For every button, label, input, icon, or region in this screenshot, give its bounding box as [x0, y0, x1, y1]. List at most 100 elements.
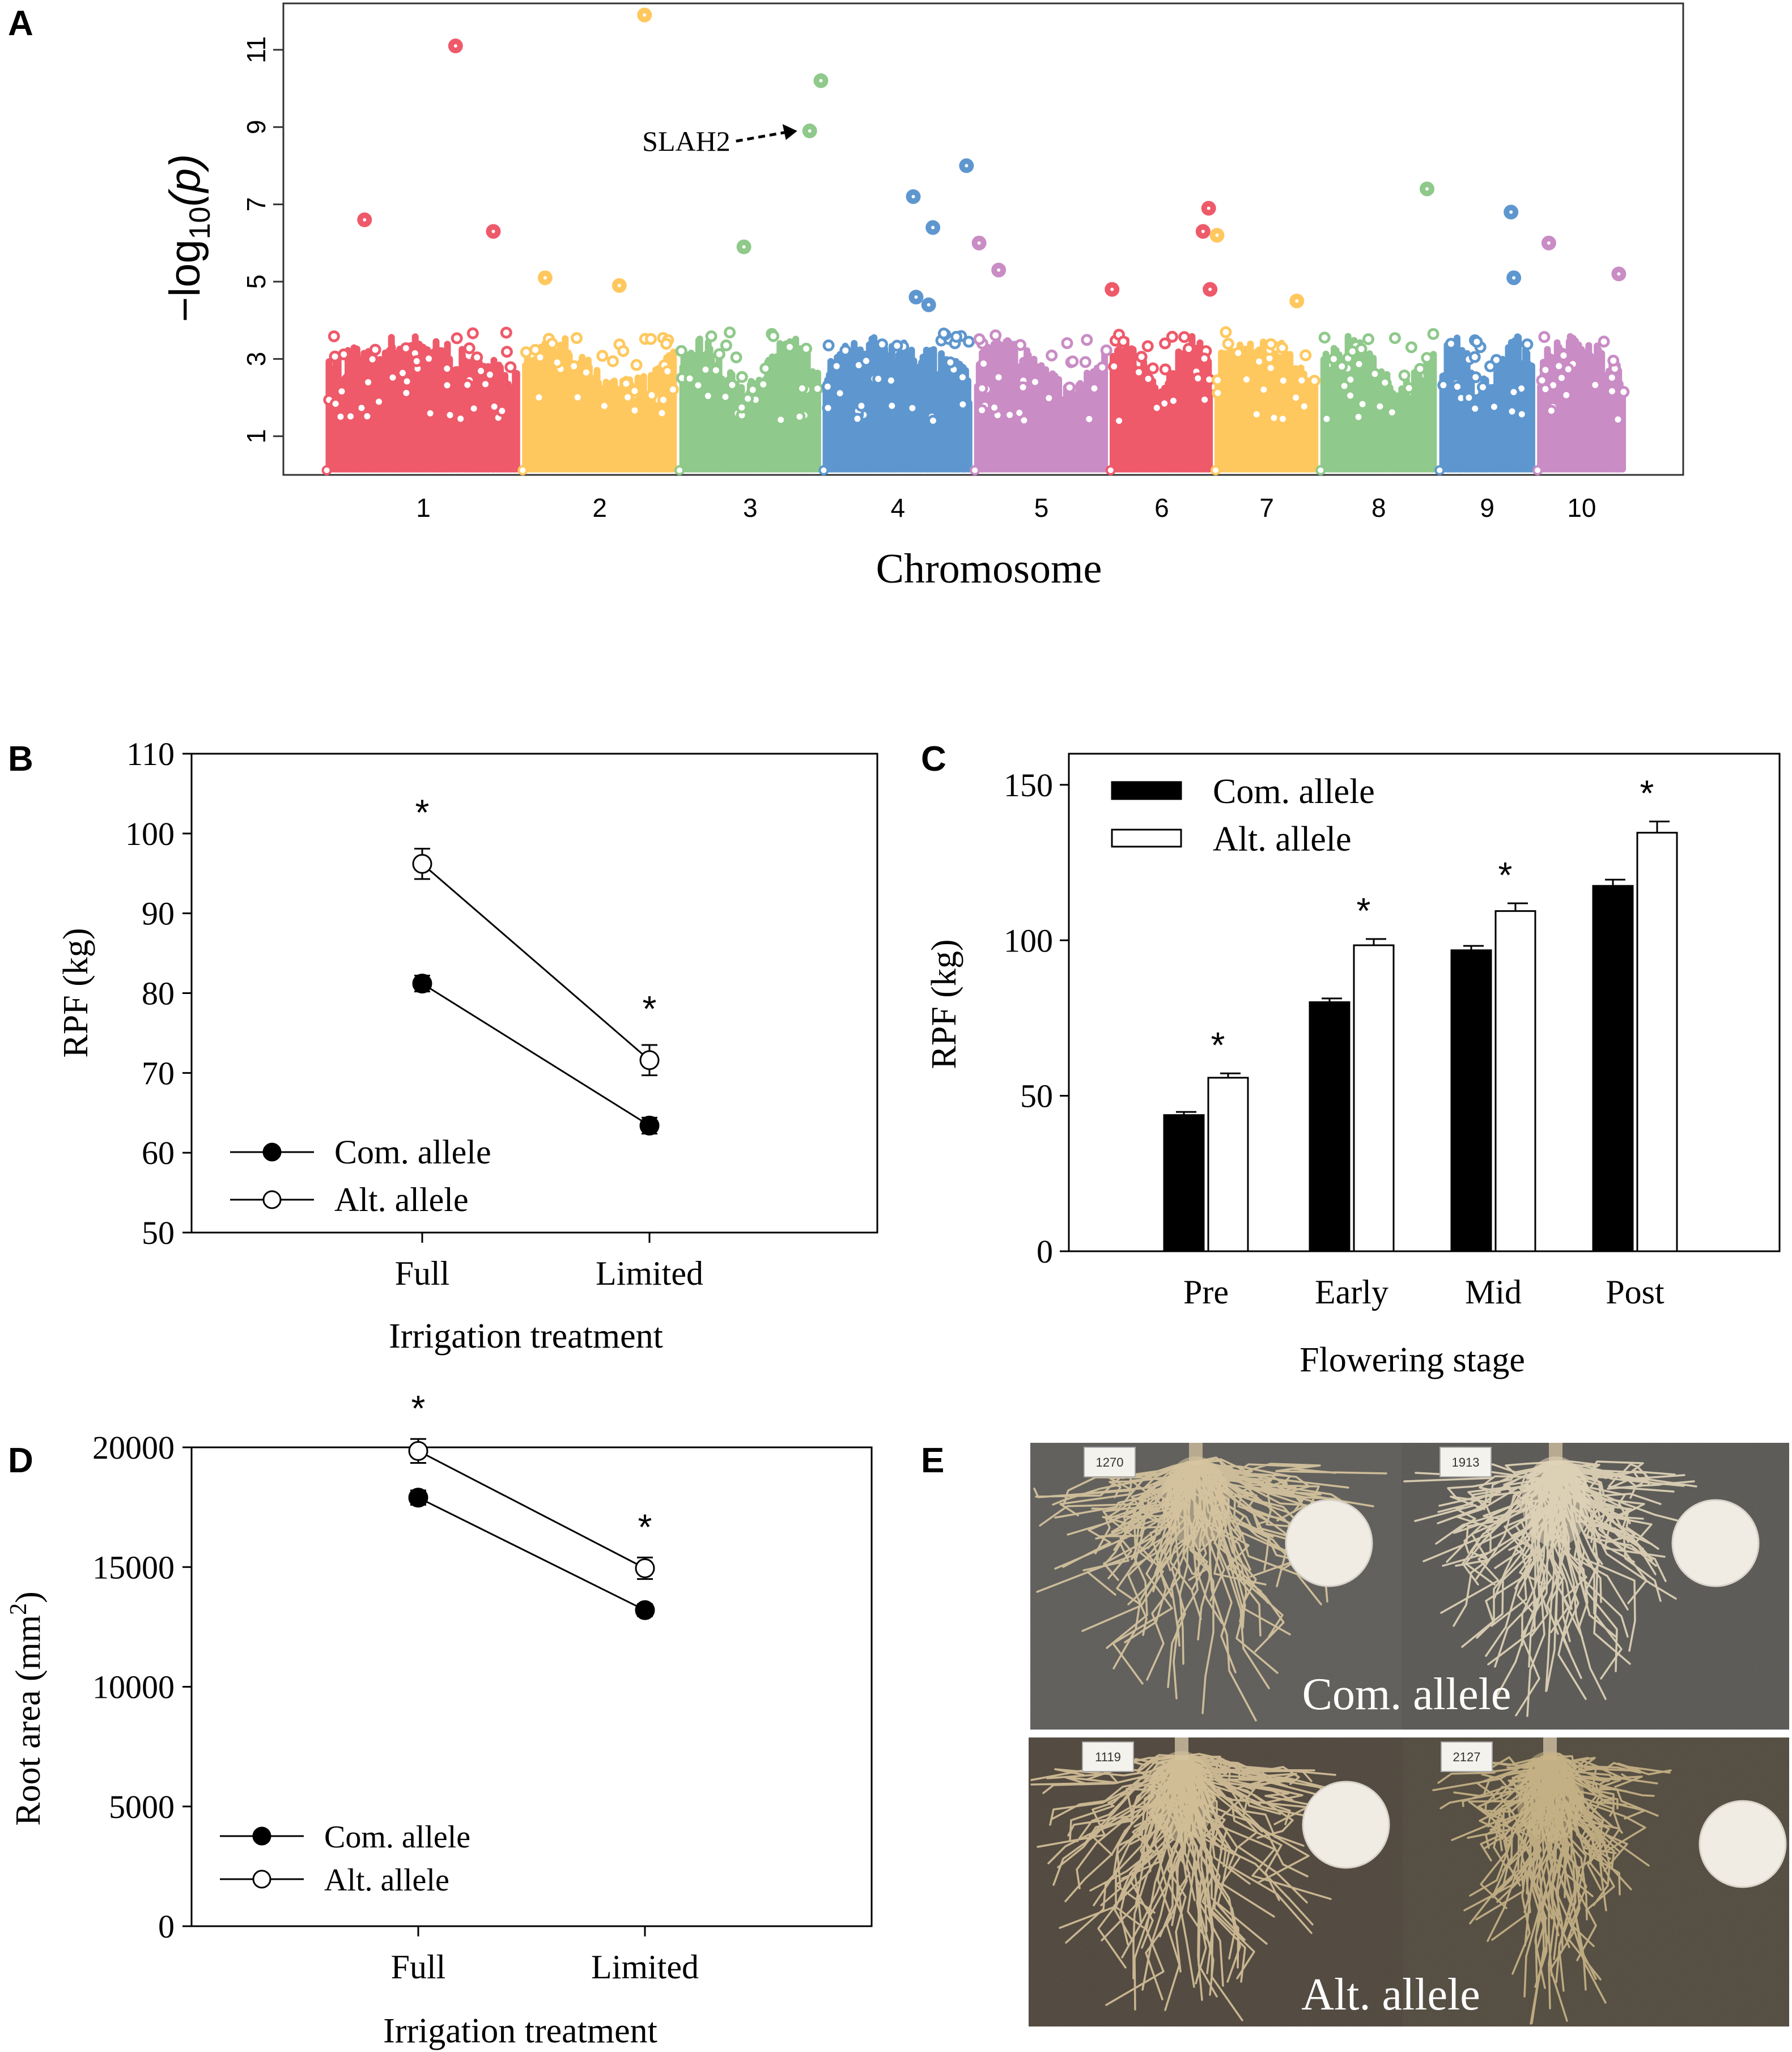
panel-d-axes: 0 5000 10000 15000 20000 Full Limited — [92, 1429, 699, 1986]
snp-point — [1150, 402, 1163, 414]
peak-point-center — [1110, 287, 1114, 291]
snp-point — [336, 385, 348, 398]
snp-point — [1258, 384, 1270, 396]
snp-point — [656, 407, 668, 419]
snp-point — [500, 346, 513, 358]
snp-point — [1560, 389, 1573, 401]
snp-point — [757, 378, 770, 390]
snp-point — [1374, 400, 1386, 413]
snp-point — [976, 404, 988, 417]
peak-point-center — [1509, 210, 1513, 214]
snp-stem-cloud — [1110, 333, 1213, 473]
x-tick-label-limited: Limited — [596, 1255, 703, 1292]
bar-com-allele — [1450, 949, 1492, 1252]
snp-point — [990, 329, 1002, 342]
peak-point-center — [1215, 233, 1219, 237]
series-com-allele — [408, 1488, 655, 1620]
snp-point — [702, 390, 714, 402]
slah2-arrow — [736, 130, 788, 143]
photo-texture — [1402, 1443, 1789, 1730]
chromosome-1-points — [321, 326, 520, 475]
snp-point — [1029, 376, 1041, 388]
data-point — [635, 1558, 655, 1578]
ylabel-suffix: (p) — [161, 154, 209, 207]
snp-point — [471, 351, 483, 364]
legend-label: Alt. allele — [324, 1863, 449, 1898]
legend-swatch — [1111, 829, 1182, 848]
panel-c-rpf-flowering: C 0 50 100 150 Pre Early Mid Post * * * * Com. all… — [921, 740, 1781, 1379]
chromosome-tick-label: 6 — [1154, 493, 1169, 522]
x-tick-label-full: Full — [391, 1948, 446, 1986]
y-tick-label: 11 — [241, 36, 271, 63]
snp-point — [759, 362, 772, 375]
snp-point — [1470, 371, 1482, 384]
snp-point — [441, 362, 453, 375]
snp-point — [617, 345, 630, 357]
snp-point — [710, 364, 722, 376]
snp-point — [463, 342, 475, 355]
ylabel-subscript: 10 — [184, 207, 216, 240]
chromosome-tick-label: 5 — [1034, 493, 1049, 522]
snp-point — [1014, 339, 1027, 351]
x-tick-label-post: Post — [1606, 1273, 1664, 1311]
snp-point — [1612, 413, 1624, 426]
peak-point-center — [543, 276, 547, 280]
snp-point — [1043, 392, 1055, 404]
snp-point — [1277, 375, 1289, 387]
sample-tag-number: 1119 — [1095, 1750, 1121, 1764]
snp-point — [1222, 338, 1234, 350]
significance-star: * — [411, 1388, 426, 1429]
peak-point-center — [1425, 187, 1429, 191]
snp-stem-cloud — [325, 333, 520, 473]
snp-point — [1469, 402, 1481, 415]
data-point — [639, 1050, 660, 1070]
snp-point — [361, 410, 373, 423]
snp-point — [1108, 360, 1120, 373]
snp-point — [720, 339, 732, 351]
x-tick-label-full: Full — [395, 1255, 450, 1292]
snp-point — [1240, 373, 1252, 386]
sample-tag — [1439, 1447, 1492, 1477]
panel-c-axes: 0 50 100 150 Pre Early Mid Post — [1004, 767, 1664, 1311]
snp-point — [1318, 332, 1331, 344]
y-tick-label: 90 — [142, 895, 175, 932]
peak-point-center — [808, 129, 812, 133]
snp-point — [692, 379, 704, 392]
snp-stem-cloud — [522, 335, 677, 473]
snp-point — [719, 390, 732, 403]
snp-point — [988, 401, 1001, 414]
y-tick-label: 60 — [142, 1135, 175, 1171]
snp-point — [977, 358, 990, 370]
bar-com-allele — [1592, 885, 1634, 1252]
chromosome-7-points — [1211, 326, 1320, 475]
legend-marker — [262, 1190, 282, 1209]
root-system — [1030, 1753, 1336, 2021]
chromosome-tick-label: 8 — [1371, 493, 1386, 522]
snp-point — [1508, 386, 1520, 398]
snp-point — [329, 350, 341, 363]
root-photo-4: 2127 — [1403, 1737, 1789, 2026]
snp-point — [1414, 363, 1426, 375]
series-alt-allele — [408, 1438, 655, 1580]
panel-b-legend: Com. allele Alt. allele — [230, 1133, 491, 1218]
chromosome-3-points — [674, 326, 823, 475]
snp-point — [1445, 338, 1457, 350]
panel-e-photo-grid: 1270 1913 1119 2127 — [1029, 1443, 1789, 2026]
snp-stem-cloud — [1439, 333, 1535, 473]
panel-d-label: D — [8, 1441, 33, 1480]
snp-point — [1403, 382, 1415, 394]
snp-point — [1484, 360, 1497, 372]
snp-point — [1232, 347, 1245, 359]
series-line — [418, 1450, 646, 1569]
snp-point — [937, 328, 950, 340]
snp-point — [992, 371, 1005, 384]
slah2-label: SLAH2 — [642, 125, 731, 157]
snp-point — [1212, 374, 1224, 386]
snp-point — [876, 338, 889, 351]
y-tick-label: 100 — [1004, 922, 1053, 959]
data-point — [408, 1441, 428, 1461]
panel-a-peak-points — [357, 7, 1627, 312]
snp-point — [1362, 333, 1375, 346]
peak-point-center — [911, 194, 915, 198]
